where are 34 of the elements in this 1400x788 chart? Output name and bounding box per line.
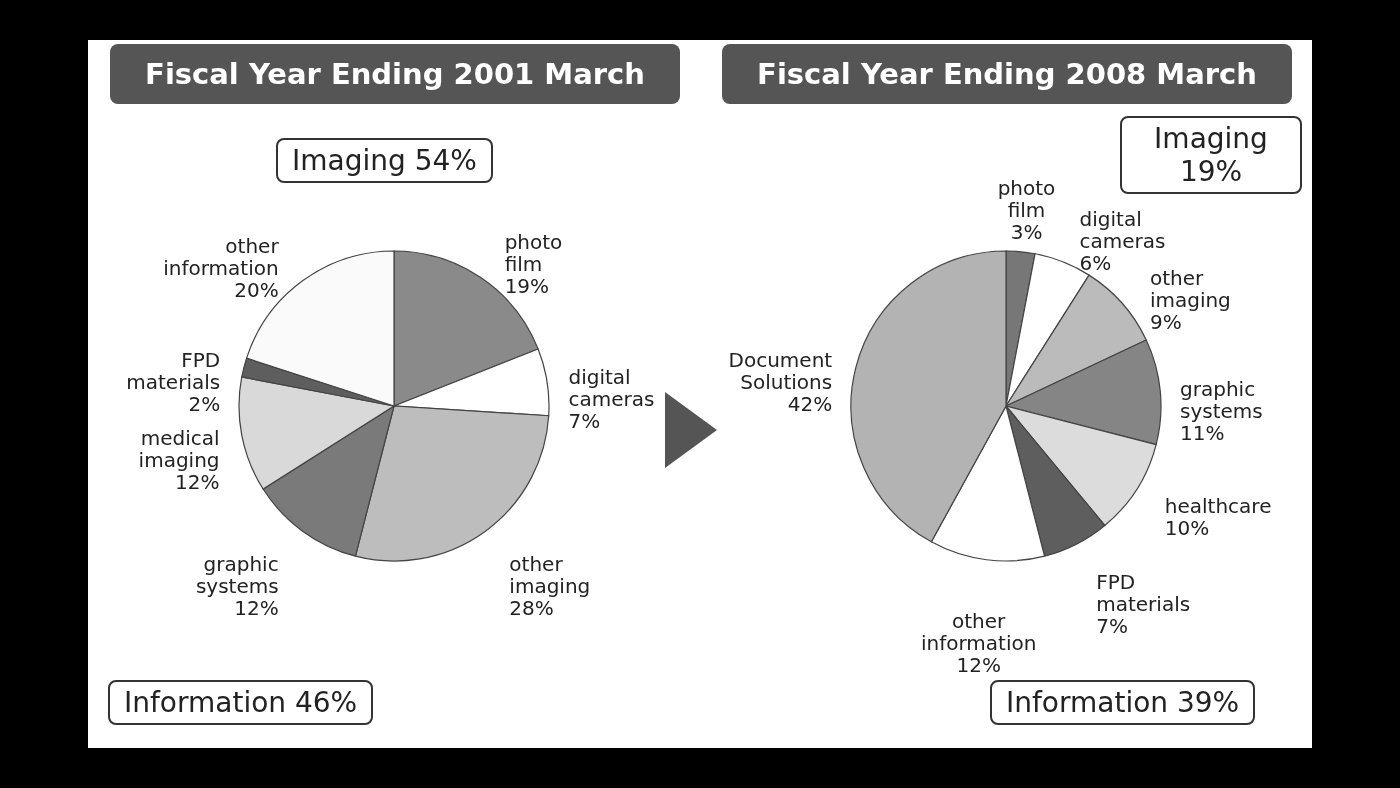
slice-label: healthcare [1164, 493, 1272, 518]
text: Imaging 54% [276, 138, 493, 183]
data-label: 2% [188, 392, 221, 417]
data-label: 10% [1164, 515, 1210, 540]
data-label: 19% [504, 274, 550, 299]
slice-label: FPD materials [1096, 570, 1191, 617]
slice-label: graphic systems [1180, 376, 1263, 423]
data-label: 9% [1149, 310, 1182, 335]
slice-label: medical imaging [138, 426, 220, 473]
slice-label: graphic systems [195, 551, 279, 598]
slice-label: photo film [504, 230, 563, 277]
slice-label: other information [920, 609, 1037, 656]
slice-label: other imaging [509, 551, 591, 598]
chart-title: Fiscal Year Ending 2001 March [110, 44, 680, 104]
data-label: 12% [175, 470, 220, 495]
text: Information 39% [990, 680, 1256, 725]
data-label: 7% [1096, 614, 1128, 639]
slice-label: digital cameras [568, 365, 655, 412]
data-label: 3% [1010, 219, 1043, 244]
data-label: 7% [568, 409, 601, 434]
data-label: 42% [787, 392, 833, 417]
slice-label: other information [163, 234, 280, 281]
data-label: 12% [956, 653, 1001, 678]
slice-label: digital cameras [1079, 207, 1166, 254]
data-label: 12% [234, 595, 279, 620]
data-label: 20% [234, 278, 279, 303]
slice-label: Document Solutions [728, 348, 833, 395]
chart-title: Fiscal Year Ending 2008 March [722, 44, 1292, 104]
text: Imaging 19% [1120, 116, 1302, 194]
text: Information 46% [108, 680, 374, 725]
slice-label: FPD materials [126, 348, 221, 395]
data-label: 6% [1079, 251, 1112, 276]
slice-label: photo film [997, 175, 1056, 222]
slice-label: other imaging [1149, 266, 1231, 313]
